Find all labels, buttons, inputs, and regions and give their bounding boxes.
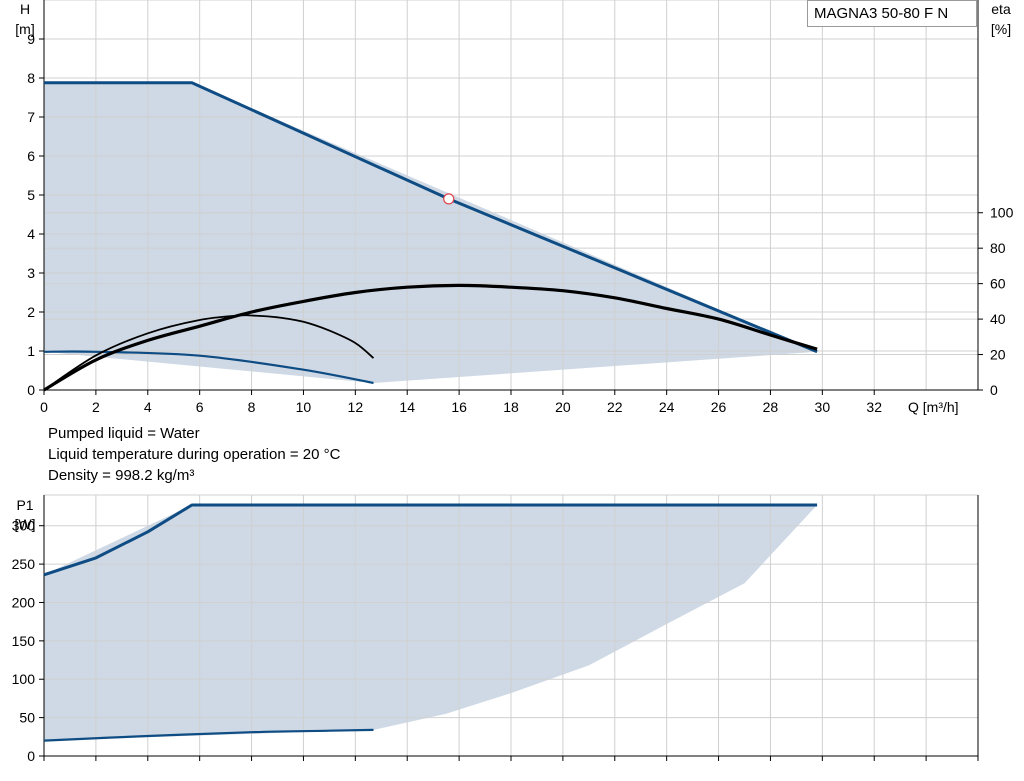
head-x-tick-label: 0 [40, 399, 48, 415]
info-liquid-temperature: Liquid temperature during operation = 20… [48, 446, 341, 463]
power-operating-area [44, 505, 818, 741]
head-y-tick-label: 1 [27, 343, 35, 359]
head-y-tick-label: 2 [27, 304, 35, 320]
info-pumped-liquid: Pumped liquid = Water [48, 425, 200, 442]
eta-y-tick-label: 20 [990, 347, 1006, 363]
head-x-tick-label: 28 [763, 399, 779, 415]
model-label: MAGNA3 50-80 F N [807, 0, 977, 27]
power-y-axis-unit: [W] [15, 516, 36, 532]
head-y-tick-label: 3 [27, 265, 35, 281]
head-x-tick-label: 16 [451, 399, 467, 415]
head-x-tick-label: 24 [659, 399, 675, 415]
head-y-tick-label: 8 [27, 70, 35, 86]
eta-y-tick-label: 100 [990, 205, 1014, 221]
head-x-tick-label: 10 [296, 399, 312, 415]
qh-max-curve [44, 81, 818, 354]
power-y-tick-label: 0 [27, 748, 35, 764]
head-y-tick-label: 7 [27, 109, 35, 125]
head-y-axis-label: H [20, 1, 30, 17]
power-y-tick-label: 150 [12, 633, 36, 649]
eta-y-axis-label: eta [991, 1, 1011, 17]
eta-y-tick-label: 0 [990, 382, 998, 398]
power-y-tick-label: 250 [12, 556, 36, 572]
power-y-tick-label: 300 [12, 518, 36, 534]
head-y-tick-label: 6 [27, 148, 35, 164]
head-operating-area [44, 82, 818, 383]
eta-y-tick-label: 80 [990, 240, 1006, 256]
power-y-tick-label: 50 [19, 710, 35, 726]
head-x-tick-label: 12 [348, 399, 364, 415]
power-grid [43, 494, 979, 756]
head-y-tick-label: 0 [27, 382, 35, 398]
head-x-tick-label: 26 [711, 399, 727, 415]
head-x-tick-label: 32 [866, 399, 882, 415]
head-x-tick-label: 22 [607, 399, 623, 415]
head-y-axis-unit: [m] [15, 21, 34, 37]
head-x-tick-label: 30 [815, 399, 831, 415]
power-y-axis-label: P1 [16, 497, 33, 513]
head-x-tick-label: 18 [503, 399, 519, 415]
eta-y-tick-label: 60 [990, 276, 1006, 292]
head-x-tick-label: 8 [248, 399, 256, 415]
eta-y-tick-label: 40 [990, 311, 1006, 327]
head-y-tick-label: 4 [27, 226, 35, 242]
eta-min-curve [43, 314, 375, 391]
p1-max-curve [43, 503, 818, 577]
p1-min-curve [43, 728, 374, 742]
head-x-tick-label: 6 [196, 399, 204, 415]
head-x-tick-label: 2 [92, 399, 100, 415]
power-y-tick-label: 200 [12, 594, 36, 610]
info-density: Density = 998.2 kg/m³ [48, 467, 195, 484]
power-y-tick-label: 100 [12, 671, 36, 687]
head-x-tick-label: 14 [399, 399, 415, 415]
head-x-tick-label: 20 [555, 399, 571, 415]
head-x-tick-label: 4 [144, 399, 152, 415]
eta-y-axis-unit: [%] [991, 21, 1011, 37]
head-y-tick-label: 5 [27, 187, 35, 203]
power-chart: 0 50 100 150 200 250 300 P1 [W] [12, 494, 979, 764]
duty-point-marker [443, 193, 455, 205]
head-y-tick-label: 9 [27, 31, 35, 47]
qh-min-curve [43, 350, 374, 385]
eta-max-curve [43, 283, 818, 392]
head-x-axis-label: Q [m³/h] [908, 399, 959, 415]
